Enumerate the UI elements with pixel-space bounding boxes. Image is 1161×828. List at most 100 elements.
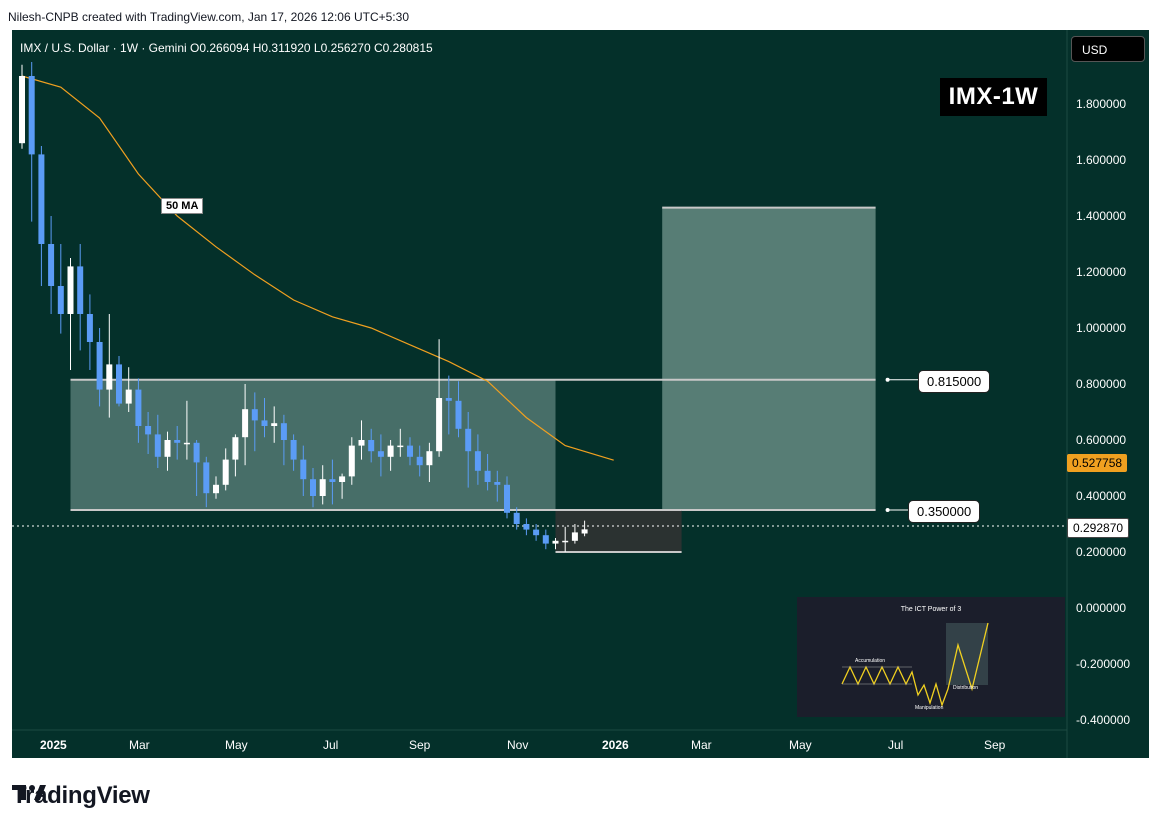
ma-label: 50 MA xyxy=(161,198,204,214)
candle-body xyxy=(96,342,103,390)
price-axis-tick: 1.800000 xyxy=(1076,97,1127,111)
inset-label-accumulation: Accumulation xyxy=(855,658,885,664)
price-axis-tick: 0.000000 xyxy=(1076,601,1127,615)
candle-body xyxy=(474,451,481,471)
time-axis-tick: Sep xyxy=(409,738,431,752)
candle-body xyxy=(38,154,45,244)
candle-body xyxy=(261,420,268,426)
candle-body xyxy=(310,479,316,496)
price-axis-tick: 0.200000 xyxy=(1076,545,1127,559)
price-axis-tick: 0.600000 xyxy=(1076,433,1127,447)
inset-target-box xyxy=(946,623,988,685)
candle-body xyxy=(339,476,346,482)
candle-body xyxy=(581,529,588,534)
candle-body xyxy=(125,389,132,404)
candle-body xyxy=(19,76,25,144)
zone-accumulation xyxy=(555,510,682,552)
candle-body xyxy=(465,428,472,452)
price-axis-tick: 1.200000 xyxy=(1076,265,1127,279)
candle-body xyxy=(280,423,287,440)
candle-body xyxy=(213,484,219,494)
inset-title: The ICT Power of 3 xyxy=(901,606,962,613)
candle-body xyxy=(271,423,278,426)
lower-level-label: 0.350000 xyxy=(908,500,981,523)
candle-body xyxy=(232,437,239,460)
candle-body xyxy=(533,529,540,536)
level-dot-0 xyxy=(885,377,890,382)
time-axis-tick: Jul xyxy=(888,738,904,752)
candle-body xyxy=(348,445,355,477)
currency-button[interactable]: USD xyxy=(1071,36,1145,62)
price-axis-tick: 1.000000 xyxy=(1076,321,1127,335)
candle-body xyxy=(329,479,336,482)
candle-body xyxy=(513,512,520,524)
candle-body xyxy=(193,442,200,463)
candle-body xyxy=(28,76,35,155)
ticker-label: IMX-1W xyxy=(940,78,1047,116)
current-price-tag: 0.292870 xyxy=(1067,518,1130,538)
candle-body xyxy=(183,442,190,445)
chart-caption: Nilesh-CNPB created with TradingView.com… xyxy=(8,10,409,24)
candle-body xyxy=(542,535,549,544)
price-axis-tick: 1.400000 xyxy=(1076,209,1127,223)
candle-body xyxy=(504,484,510,513)
candle-body xyxy=(290,440,297,460)
candle-body xyxy=(164,440,171,457)
candle-body xyxy=(116,364,122,404)
candle-body xyxy=(106,364,113,390)
inset-label-manipulation: Manipulation xyxy=(915,705,944,711)
candle-body xyxy=(562,540,569,543)
candle-body xyxy=(407,445,413,457)
candle-body xyxy=(436,398,443,452)
ma-line xyxy=(21,75,614,461)
candle-body xyxy=(222,459,229,485)
candle-body xyxy=(455,400,462,429)
ma-price-tag: 0.527758 xyxy=(1067,454,1128,472)
candle-body xyxy=(552,540,559,544)
tradingview-logo[interactable]: TradingView xyxy=(12,782,150,810)
price-axis-tick: 0.400000 xyxy=(1076,489,1127,503)
inset-label-distribution: Distribution xyxy=(953,685,978,691)
time-axis-tick: 2025 xyxy=(40,738,67,752)
time-axis-tick: May xyxy=(789,738,812,752)
candle-body xyxy=(174,440,181,443)
upper-level-label: 0.815000 xyxy=(918,370,991,393)
candle-body xyxy=(86,314,93,342)
candle-body xyxy=(300,459,307,480)
time-axis-tick: May xyxy=(225,738,248,752)
candle-body xyxy=(368,440,375,452)
tradingview-logo-icon xyxy=(12,785,46,800)
time-axis-tick: Sep xyxy=(984,738,1006,752)
candle-body xyxy=(571,532,578,541)
price-axis-tick: 1.600000 xyxy=(1076,153,1127,167)
candle-body xyxy=(319,479,326,496)
time-axis-tick: Mar xyxy=(691,738,712,752)
ohlc-legend: IMX / U.S. Dollar · 1W · Gemini O0.26609… xyxy=(20,41,433,55)
candle-body xyxy=(57,286,64,314)
candle-body xyxy=(67,266,74,314)
ict-power-of-3-inset: The ICT Power of 3 Accumulation Manipula… xyxy=(797,597,1065,717)
candle-body xyxy=(154,434,161,457)
candle-body xyxy=(251,409,258,421)
candle-body xyxy=(358,440,365,446)
candle-body xyxy=(523,524,530,530)
candle-body xyxy=(135,389,142,426)
time-axis-tick: Nov xyxy=(507,738,529,752)
zone-target xyxy=(662,207,876,510)
time-axis-tick: Jul xyxy=(323,738,339,752)
price-axis-tick: -0.400000 xyxy=(1076,713,1131,727)
candle-body xyxy=(203,462,210,494)
level-dot-1 xyxy=(885,508,890,512)
tradingview-brand: TradingView xyxy=(12,782,150,809)
candle-body xyxy=(48,244,55,286)
time-axis-tick: 2026 xyxy=(602,738,629,752)
price-axis-tick: 0.800000 xyxy=(1076,377,1127,391)
candle-body xyxy=(426,451,433,466)
candle-body xyxy=(387,445,394,457)
candle-body xyxy=(377,451,384,457)
candle-body xyxy=(494,482,501,485)
candle-body xyxy=(145,426,152,435)
candle-body xyxy=(416,456,423,466)
candle-body xyxy=(77,266,84,314)
